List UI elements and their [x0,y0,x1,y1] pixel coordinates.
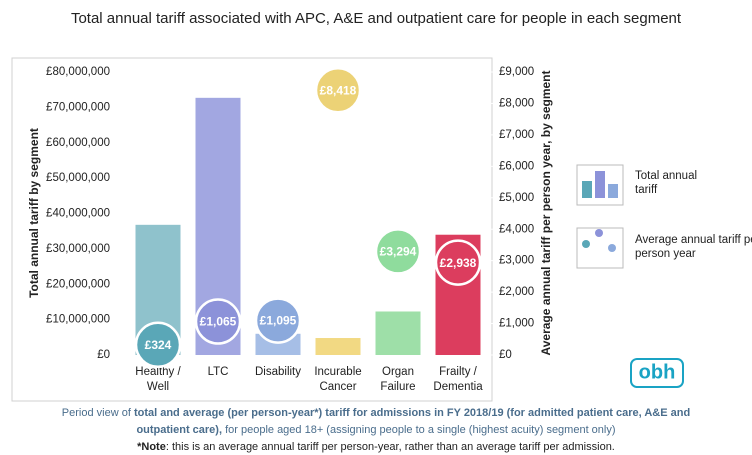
y-tick-label: £70,000,000 [46,101,110,113]
y-tick-label: £20,000,000 [46,278,110,290]
footnote: outpatient care), for people aged 18+ (a… [136,424,615,436]
y-tick-label: £0 [97,349,110,361]
y2-axis-title: Average annual tariff per person year, b… [539,71,553,356]
x-tick-label: Healthy / Well [135,366,181,393]
y-tick-label: £60,000,000 [46,137,110,149]
footnote-part: *Note [137,441,166,453]
legend-label: Average annual tariff per person year [635,234,752,260]
y2-tick-label: £5,000 [499,192,534,204]
bubble [314,67,362,114]
x-tick-label: Frailty / Dementia [433,366,483,393]
y-axis-title: Total annual tariff by segment [27,128,41,298]
bubble [374,228,422,275]
footnote-part: total and average (per person-year*) tar… [134,407,690,419]
bubble [434,239,482,286]
y2-tick-label: £7,000 [499,129,534,141]
x-tick-label: Incurable Cancer [314,366,361,393]
bubble [134,321,182,369]
footnote-part: : this is an average annual tariff per p… [166,441,615,453]
bubble [254,297,302,344]
x-tick-label: Disability [255,366,301,378]
y-tick-label: £30,000,000 [46,243,110,255]
legend: Total annual tariff Average annual tariff… [576,164,752,269]
y-tick-label: £50,000,000 [46,172,110,184]
y-tick-label: £40,000,000 [46,208,110,220]
footnote-part: outpatient care), [136,424,222,436]
x-tick-label: Organ Failure [380,366,415,393]
y-tick-label: £80,000,000 [46,66,110,78]
legend-icon [582,181,592,198]
logo: obh [639,361,676,383]
legend-icon [595,171,605,198]
footnote: Period view of total and average (per pe… [62,407,690,419]
data-label: £2,938 [440,256,477,270]
x-tick-label: LTC [208,366,229,378]
chart-title: Total annual tariff associated with APC,… [71,10,682,27]
bar [375,311,421,355]
y2-tick-label: £6,000 [499,160,534,172]
data-label: £3,294 [380,245,417,259]
y2-tick-label: £4,000 [499,223,534,235]
y-tick-label: £10,000,000 [46,314,110,326]
y2-tick-label: £1,000 [499,318,534,330]
bar [315,338,361,355]
legend-icon [608,184,618,198]
logo-frame [630,358,684,388]
y2-tick-label: £2,000 [499,286,534,298]
footnote-part: for people aged 18+ (assigning people to… [222,424,616,436]
y2-tick-label: £9,000 [499,66,534,78]
legend-icon [595,229,603,237]
legend-icon [582,240,590,248]
data-label: £1,065 [200,315,237,329]
footnote: *Note: this is an average annual tariff … [137,441,615,453]
y2-tick-label: £8,000 [499,97,534,109]
legend-icon [608,244,616,252]
footnote-part: Period view of [62,407,134,419]
y2-tick-label: £0 [499,349,512,361]
bubble [194,298,242,345]
y2-tick-label: £3,000 [499,255,534,267]
data-label: £8,418 [320,83,357,97]
legend-label: Total annual tariff [635,170,697,196]
data-label: £324 [145,338,172,352]
data-label: £1,095 [260,314,297,328]
